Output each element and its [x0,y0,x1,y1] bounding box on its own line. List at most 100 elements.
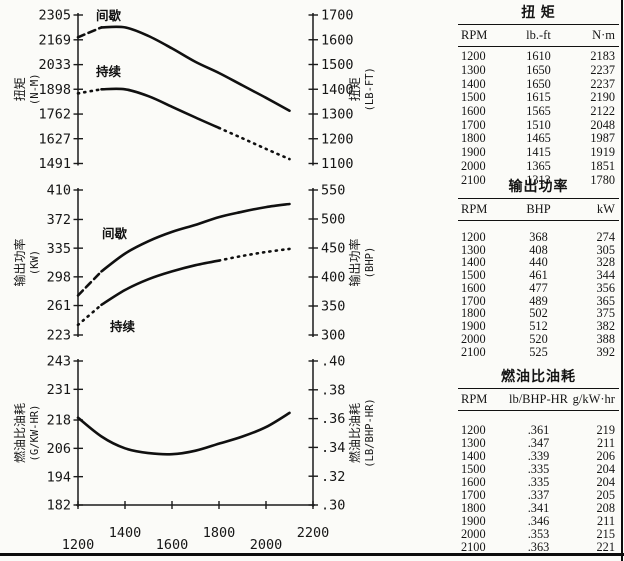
table-row: 1200 .361 219 [458,423,619,437]
table-cell: 520 [529,331,548,346]
divider [458,24,619,25]
table-cell: 1600 [461,475,486,489]
table-cell: 1900 [461,145,486,160]
power-continuous-curve [76,303,103,327]
table-cell: 1600 [461,280,486,295]
series-label: 持续 [110,319,136,334]
table-cell: 1415 [526,145,551,160]
table-cell: 1780 [590,172,615,187]
axis-title: (G/KW-HR) [29,405,41,462]
axis-title: 扭矩 [13,77,27,101]
table-cell: 208 [596,501,615,515]
table-row: 1300 1650 2237 [458,63,619,78]
torque-table: 扭 矩 RPM lb.-ft N·m 1200 1610 2183 1300 1650 2… [458,2,619,187]
table-cell: 388 [596,331,615,346]
axis-title: 输出功率 [347,238,362,286]
table-cell: 2100 [461,344,486,359]
table-cell: 344 [596,268,615,283]
x-tick-label: 1800 [203,525,236,541]
y-tick-label: 500 [321,212,345,228]
torque-continuous-curve [76,88,103,95]
table-cell: 489 [529,293,548,308]
table-cell: 1300 [461,63,486,78]
table-cell: 206 [596,449,615,463]
table-cell: .335 [527,462,550,476]
table-cell: .353 [527,527,550,541]
table-cell: 2122 [590,104,615,119]
y-tick-label: 400 [321,270,345,286]
axis-title: 燃油比油耗 [12,403,27,463]
table-cell: .346 [527,514,550,528]
table-cell: 1700 [461,488,486,502]
table-cell: 204 [596,462,615,476]
fuel-table-header: RPM lb/BHP-HR g/kW·hr [458,391,619,408]
y-tick-label: 194 [47,469,71,485]
y-tick-label: 1491 [38,156,71,172]
fuel-consumption-curve [76,411,291,456]
axis-title: (BHP) [364,247,376,279]
table-cell: .363 [527,540,550,554]
torque-chart: 2305 2169 2033 1898 1762 1627 1491 1700 1600 1500… [13,8,376,173]
table-row: 1700 489 365 [458,293,619,308]
y-tick-label: 243 [47,354,71,370]
y-tick-label: 450 [321,241,345,257]
y-tick-label: .30 [321,498,345,514]
table-cell: 440 [529,255,548,270]
table-cell: 502 [529,306,548,321]
table-body-1: 1200 368 274 1300 408 305 1400 440 328 1500 461 344… [458,230,619,359]
torque-table-header: RPM lb.-ft N·m [458,27,619,44]
column-header: RPM [461,392,488,406]
table-cell: .339 [527,449,550,463]
y-tick-label: 2169 [38,32,71,48]
power-intermittent-curve [100,202,291,273]
table-cell: 1919 [590,145,615,160]
column-header: kW [596,202,615,216]
power-table-header: RPM BHP kW [458,201,619,218]
power-chart: 410 372 335 298 261 223 550 500 450 400 350 300 输出功率… [12,183,376,344]
table-cell: 2237 [590,76,615,91]
torque-continuous-curve [100,87,221,130]
table-cell: 1500 [461,462,486,476]
axis-title: (KW) [29,250,41,275]
table-cell: .341 [527,501,550,515]
table-cell: 1510 [526,117,551,132]
divider [458,388,619,389]
y-tick-label: 410 [47,183,71,199]
y-tick-label: 231 [47,382,71,398]
y-tick-label: 2305 [38,8,71,24]
table-row: 1700 1510 2048 [458,118,619,132]
table-cell: 1700 [461,293,486,308]
x-tick-label: 1600 [156,537,189,553]
table-row: 2100 .363 221 [458,540,619,554]
table-cell: 305 [596,242,615,257]
power-continuous-curve [217,247,291,262]
table-row: 1800 .341 208 [458,501,619,515]
table-cell: 382 [596,319,615,334]
table-cell: 211 [596,436,615,450]
table-row: 2100 525 392 [458,344,619,359]
column-header: N·m [592,28,615,42]
table-cell: 1700 [461,117,486,132]
table-row: 1400 440 328 [458,255,619,270]
x-tick-label: 2200 [297,525,330,541]
table-cell: 1400 [461,255,486,270]
table-cell: 1300 [461,242,486,257]
power-table-title: 输出功率 [508,180,569,195]
table-row: 1400 1650 2237 [458,77,619,91]
divider [458,220,619,221]
table-cell: 1313 [526,172,551,187]
table-cell: 1900 [461,319,486,334]
y-tick-label: 1700 [321,8,354,24]
table-cell: 512 [529,319,548,334]
table-cell: 204 [596,475,615,489]
table-row: 2000 1365 1851 [458,159,619,174]
column-header: RPM [461,202,488,216]
table-cell: 1200 [461,423,486,437]
column-header: BHP [526,202,551,216]
table-cell: .335 [527,475,550,489]
axis-title: 扭矩 [348,77,362,101]
table-cell: 211 [596,514,615,528]
y-tick-label: 1300 [321,107,354,123]
y-tick-label: 1600 [321,32,354,48]
table-cell: 461 [529,268,548,283]
